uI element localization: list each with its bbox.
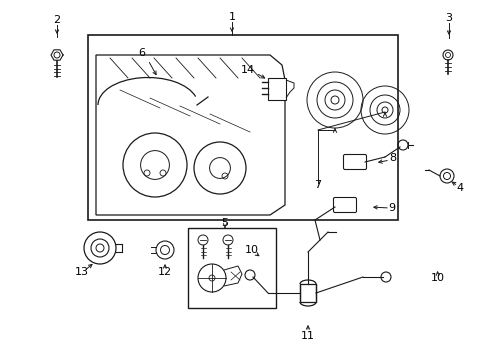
Bar <box>267 78 285 100</box>
Text: 14: 14 <box>241 65 255 75</box>
Bar <box>88 35 397 220</box>
Text: 1: 1 <box>228 12 235 22</box>
Text: 11: 11 <box>301 331 314 341</box>
Bar <box>299 284 315 302</box>
FancyBboxPatch shape <box>333 198 356 212</box>
Text: 6: 6 <box>138 48 145 58</box>
Bar <box>187 228 275 308</box>
Text: 3: 3 <box>445 13 451 23</box>
Text: 10: 10 <box>244 245 259 255</box>
Text: 7: 7 <box>314 180 321 190</box>
Text: 9: 9 <box>387 203 395 213</box>
Text: 5: 5 <box>221 218 228 228</box>
Text: 4: 4 <box>455 183 463 193</box>
Text: 2: 2 <box>53 15 61 25</box>
FancyBboxPatch shape <box>343 154 366 170</box>
Text: 10: 10 <box>430 273 444 283</box>
Text: 8: 8 <box>388 153 396 163</box>
Text: 13: 13 <box>75 267 89 277</box>
Text: 12: 12 <box>158 267 172 277</box>
